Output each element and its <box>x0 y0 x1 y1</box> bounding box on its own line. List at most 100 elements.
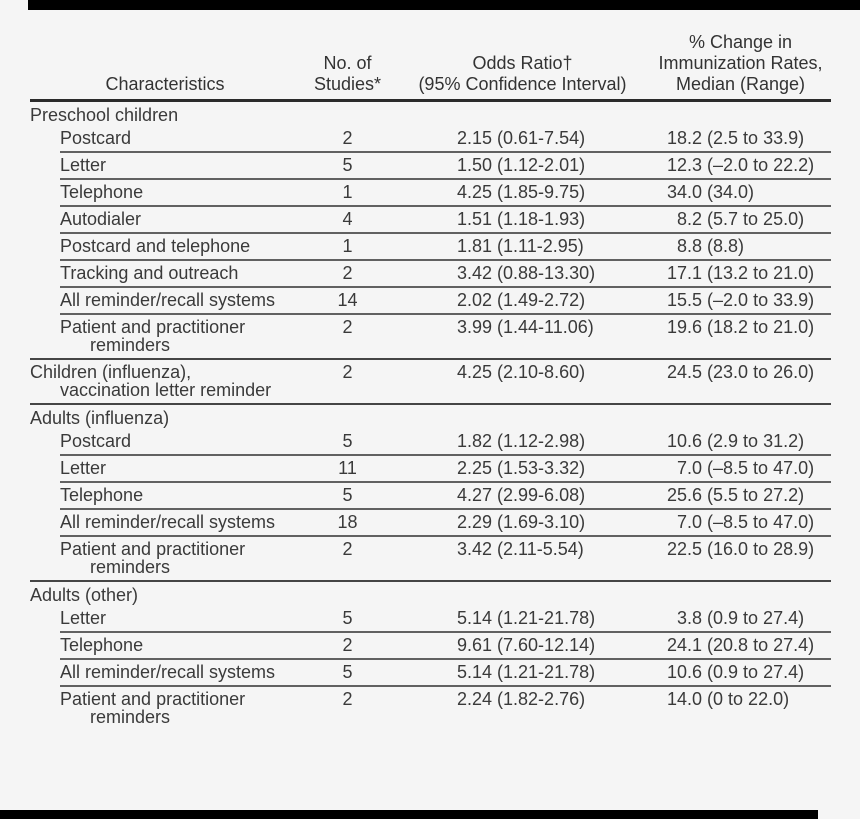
table-row: All reminder/recall systems 14 2.02 (1.49-… <box>30 288 831 315</box>
table-row: Telephone 5 4.27 (2.99-6.08) 25.6 (5.5 to 2… <box>30 483 831 510</box>
header-line: Odds Ratio† <box>472 53 573 73</box>
header-line: No. of <box>323 53 372 73</box>
characteristic-line: Telephone <box>60 182 144 202</box>
header-line: Studies* <box>313 74 382 94</box>
characteristic-line: Letter <box>60 155 107 175</box>
pct-change-cell: 34.0 (34.0) <box>667 182 755 202</box>
row-rule <box>30 403 831 405</box>
characteristic-line: Letter <box>60 608 107 628</box>
odds-ratio-cell: 1.82 (1.12-2.98) <box>457 431 586 451</box>
characteristic-cell: Letter <box>30 156 300 174</box>
characteristic-line: All reminder/recall systems <box>60 512 276 532</box>
studies-cell: 14 <box>337 290 358 310</box>
characteristic-line: reminders <box>90 335 171 355</box>
table-row: Patient and practitioner reminders 2 3.99 (… <box>30 315 831 360</box>
characteristic-cell: Postcard and telephone <box>30 237 300 255</box>
characteristic-line: Letter <box>60 458 107 478</box>
row-rule <box>60 454 831 456</box>
odds-ratio-cell: 1.50 (1.12-2.01) <box>457 155 586 175</box>
section-group-label: Preschool children <box>30 105 179 125</box>
characteristic-line: Patient and practitioner <box>60 539 246 559</box>
odds-ratio-cell: 2.29 (1.69-3.10) <box>457 512 586 532</box>
characteristic-line: All reminder/recall systems <box>60 662 276 682</box>
table-row: Letter 5 5.14 (1.21-21.78) 3.8 (0.9 to 27.… <box>30 606 831 633</box>
table-row: Patient and practitioner reminders 2 2.24 (… <box>30 687 831 732</box>
row-rule <box>30 358 831 360</box>
column-header-odds-ratio: Odds Ratio† (95% Confidence Interval) <box>395 32 650 95</box>
table-header-row: Characteristics No. of Studies* Odds Rati… <box>30 30 831 102</box>
odds-ratio-cell: 2.15 (0.61-7.54) <box>457 128 586 148</box>
row-rule <box>60 313 831 315</box>
characteristic-cell: Letter <box>30 459 300 477</box>
row-rule <box>60 535 831 537</box>
odds-ratio-cell: 5.14 (1.21-21.78) <box>457 662 596 682</box>
pct-change-cell: 3.8 (0.9 to 27.4) <box>667 608 805 628</box>
table-body: Preschool children Postcard 2 2.15 (0.61-7.… <box>30 102 831 732</box>
studies-cell: 18 <box>337 512 358 532</box>
studies-cell: 2 <box>342 128 353 148</box>
odds-ratio-cell: 4.27 (2.99-6.08) <box>457 485 586 505</box>
row-rule <box>30 580 831 582</box>
studies-cell: 2 <box>342 539 353 559</box>
table-row: Letter 11 2.25 (1.53-3.32) 7.0 (–8.5 to 47… <box>30 456 831 483</box>
table-row: All reminder/recall systems 18 2.29 (1.69-… <box>30 510 831 537</box>
row-rule <box>60 178 831 180</box>
row-rule <box>60 658 831 660</box>
pct-change-cell: 22.5 (16.0 to 28.9) <box>667 539 815 559</box>
studies-cell: 4 <box>342 209 353 229</box>
characteristic-line: Telephone <box>60 485 144 505</box>
row-rule <box>60 508 831 510</box>
row-rule <box>60 232 831 234</box>
header-line: Immunization Rates, <box>658 53 823 73</box>
characteristic-line: Postcard <box>60 128 132 148</box>
characteristic-cell: Telephone <box>30 486 300 504</box>
table-row: Children (influenza), vaccination letter … <box>30 360 831 405</box>
immunization-reminder-table: Characteristics No. of Studies* Odds Rati… <box>30 30 831 732</box>
row-rule <box>60 286 831 288</box>
studies-cell: 5 <box>342 431 353 451</box>
odds-ratio-cell: 3.42 (0.88-13.30) <box>457 263 596 283</box>
row-rule <box>60 631 831 633</box>
characteristic-cell: Telephone <box>30 636 300 654</box>
header-line: (95% Confidence Interval) <box>418 74 627 94</box>
odds-ratio-cell: 1.81 (1.11-2.95) <box>457 236 584 256</box>
studies-cell: 2 <box>342 263 353 283</box>
column-header-pct-change: % Change in Immunization Rates, Median (Ra… <box>650 32 831 95</box>
table-row: Autodialer 4 1.51 (1.18-1.93) 8.2 (5.7 to … <box>30 207 831 234</box>
table-row: Postcard 5 1.82 (1.12-2.98) 10.6 (2.9 to 31… <box>30 429 831 456</box>
studies-cell: 5 <box>342 155 353 175</box>
pct-change-cell: 18.2 (2.5 to 33.9) <box>667 128 805 148</box>
column-header-characteristics: Characteristics <box>30 32 300 95</box>
characteristic-cell: Children (influenza), vaccination letter … <box>30 363 300 399</box>
pct-change-cell: 8.8 (8.8) <box>667 236 745 256</box>
pct-change-cell: 24.5 (23.0 to 26.0) <box>667 362 815 382</box>
row-rule <box>60 685 831 687</box>
odds-ratio-cell: 2.02 (1.49-2.72) <box>457 290 586 310</box>
pct-change-cell: 10.6 (0.9 to 27.4) <box>667 662 805 682</box>
bottom-edge-bar <box>0 810 818 819</box>
odds-ratio-cell: 3.42 (2.11-5.54) <box>457 539 584 559</box>
row-rule <box>60 259 831 261</box>
characteristic-line: Telephone <box>60 635 144 655</box>
pct-change-cell: 12.3 (–2.0 to 22.2) <box>667 155 815 175</box>
studies-cell: 11 <box>338 458 357 478</box>
pct-change-cell: 10.6 (2.9 to 31.2) <box>667 431 805 451</box>
characteristic-line: Autodialer <box>60 209 142 229</box>
table-row: Telephone 1 4.25 (1.85-9.75) 34.0 (34.0) <box>30 180 831 207</box>
row-rule <box>60 151 831 153</box>
table-row: Tracking and outreach 2 3.42 (0.88-13.30) 1… <box>30 261 831 288</box>
pct-change-cell: 25.6 (5.5 to 27.2) <box>667 485 805 505</box>
odds-ratio-cell: 5.14 (1.21-21.78) <box>457 608 596 628</box>
characteristic-cell: All reminder/recall systems <box>30 513 300 531</box>
odds-ratio-cell: 2.24 (1.82-2.76) <box>457 689 586 709</box>
studies-cell: 2 <box>342 689 353 709</box>
studies-cell: 5 <box>342 485 353 505</box>
characteristic-line: Patient and practitioner <box>60 689 246 709</box>
section-group-label: Adults (influenza) <box>30 408 170 428</box>
header-line: % Change in <box>688 32 793 52</box>
pct-change-cell: 17.1 (13.2 to 21.0) <box>667 263 815 283</box>
odds-ratio-cell: 3.99 (1.44-11.06) <box>457 317 594 337</box>
odds-ratio-cell: 2.25 (1.53-3.32) <box>457 458 586 478</box>
section-group-label: Adults (other) <box>30 585 139 605</box>
